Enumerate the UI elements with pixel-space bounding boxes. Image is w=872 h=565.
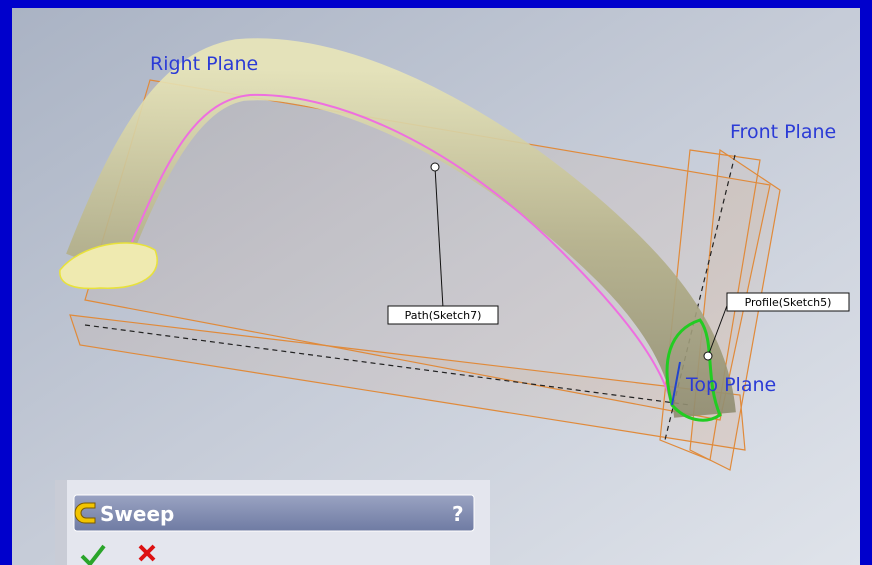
callout-handle[interactable] xyxy=(430,162,440,172)
pm-header xyxy=(73,494,475,532)
plane-label[interactable]: Front Plane xyxy=(730,121,836,143)
ok-button[interactable] xyxy=(80,544,106,565)
sweep-profile xyxy=(665,318,722,422)
start-face xyxy=(59,242,158,290)
help-button[interactable]: ? xyxy=(452,502,464,526)
plane-label[interactable]: Top Plane xyxy=(685,374,776,396)
callout-leader xyxy=(434,166,444,309)
callout-handle[interactable] xyxy=(703,351,713,361)
direction-arrow xyxy=(671,361,681,406)
callout-leader xyxy=(707,302,729,357)
profile-callout: Profile(Sketch5) xyxy=(745,296,832,309)
callout-box[interactable] xyxy=(726,292,850,312)
pm-title: Sweep xyxy=(100,502,174,526)
cancel-button[interactable] xyxy=(138,544,156,562)
plane-label[interactable]: Right Plane xyxy=(150,53,258,75)
sweep-icon xyxy=(74,502,96,524)
pm-edge xyxy=(55,480,67,565)
callout-box[interactable] xyxy=(387,305,499,325)
sweep-path xyxy=(131,93,673,406)
swept-body xyxy=(66,38,736,419)
path-callout: Path(Sketch7) xyxy=(405,309,482,322)
